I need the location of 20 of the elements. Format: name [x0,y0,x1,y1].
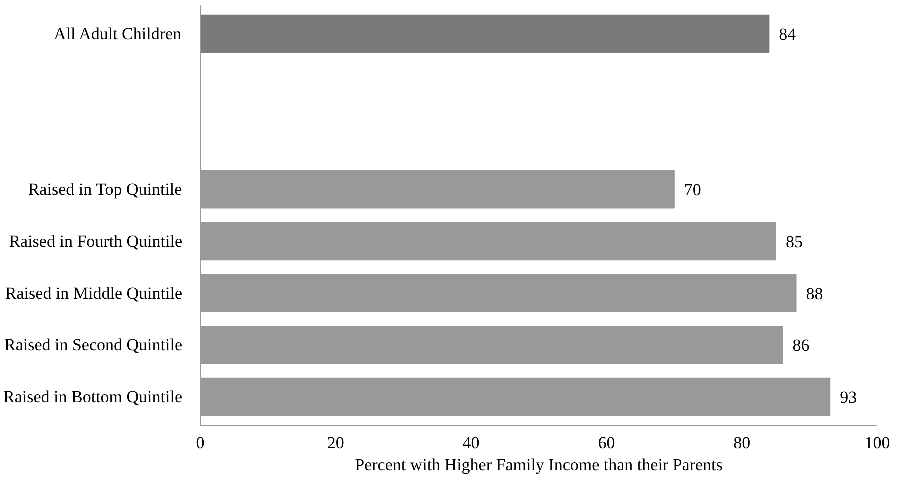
y-tick-label: Raised in Fourth Quintile [9,232,182,251]
data-label: 85 [786,232,803,252]
x-tick-label: 80 [734,434,751,452]
data-label: 93 [840,388,858,407]
x-tick-label: 100 [864,434,890,452]
bar [200,14,770,54]
data-label: 88 [806,284,824,304]
data-label: 86 [792,336,810,356]
x-axis-title: Percent with Higher Family Income than their Parents [355,456,723,474]
data-label: 70 [684,180,702,200]
y-tick-label: All Adult Children [54,24,182,44]
y-tick-label: Raised in Middle Quintile [5,284,183,303]
y-tick-label: Raised in Bottom Quintile [4,387,183,406]
x-tick-label: 20 [327,434,344,452]
x-tick-label: 0 [196,434,205,452]
x-tick-label: 60 [598,434,616,452]
data-label: 84 [779,25,797,44]
x-tick-label: 40 [462,434,480,452]
y-tick-label: Raised in Top Quintile [28,180,182,200]
y-tick-label: Raised in Second Quintile [4,336,183,355]
